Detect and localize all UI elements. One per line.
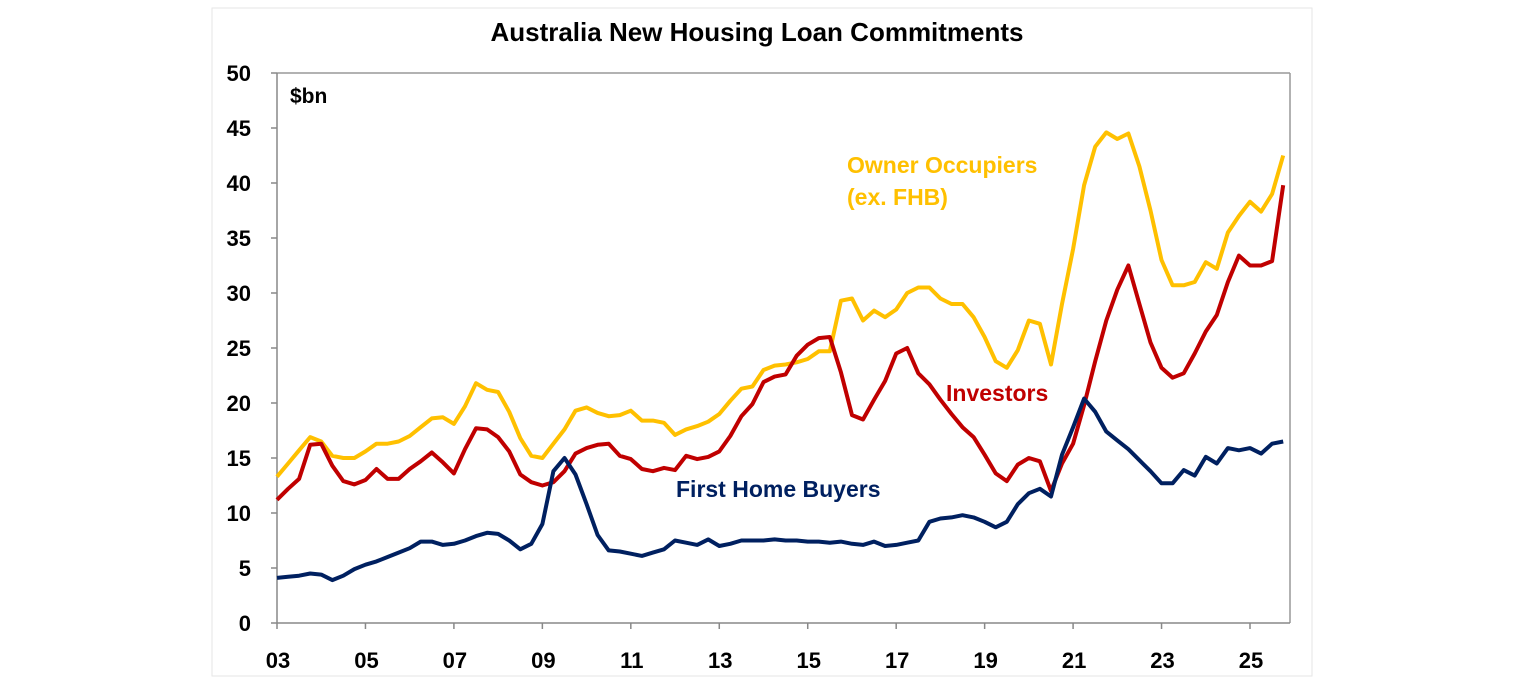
series-line-owner-occupiers-ex-fhb [275, 130, 1286, 478]
y-tick-label: 25 [227, 336, 251, 361]
series-line-investors [275, 184, 1286, 502]
x-tick-label: 07 [443, 648, 467, 673]
y-tick-label: 10 [227, 501, 251, 526]
series-label-owner-occupiers: Owner Occupiers [847, 152, 1037, 178]
y-tick-label: 45 [227, 116, 251, 141]
series-line-first-home-buyers [276, 396, 1284, 583]
y-tick-label: 20 [227, 391, 251, 416]
series-label-investors: Investors [946, 380, 1048, 406]
x-tick-label: 09 [531, 648, 555, 673]
y-tick-label: 40 [227, 171, 251, 196]
y-tick-label: 50 [227, 61, 251, 86]
x-tick-label: 03 [266, 648, 290, 673]
x-tick-label: 05 [354, 648, 378, 673]
x-tick-label: 19 [973, 648, 997, 673]
series-lines [275, 130, 1286, 583]
x-tick-label: 11 [620, 648, 643, 673]
y-tick-label: 15 [227, 446, 251, 471]
y-axis-unit-label: $bn [290, 85, 327, 108]
series-label-owner-occupiers-sub: (ex. FHB) [847, 184, 948, 210]
y-tick-label: 0 [239, 611, 251, 636]
y-tick-label: 30 [227, 281, 251, 306]
x-tick-label: 13 [708, 648, 732, 673]
x-tick-label: 21 [1062, 648, 1086, 673]
series-label-first-home-buyers: First Home Buyers [676, 476, 881, 502]
series-labels: Owner Occupiers (ex. FHB) Investors Firs… [676, 152, 1048, 502]
x-tick-label: 17 [885, 648, 909, 673]
x-tick-label: 23 [1150, 648, 1174, 673]
y-tick-label: 5 [239, 556, 251, 581]
x-tick-label: 15 [796, 648, 820, 673]
chart-title: Australia New Housing Loan Commitments [490, 17, 1023, 47]
y-tick-label: 35 [227, 226, 251, 251]
x-tick-label: 25 [1239, 648, 1263, 673]
chart-frame [211, 7, 1313, 677]
